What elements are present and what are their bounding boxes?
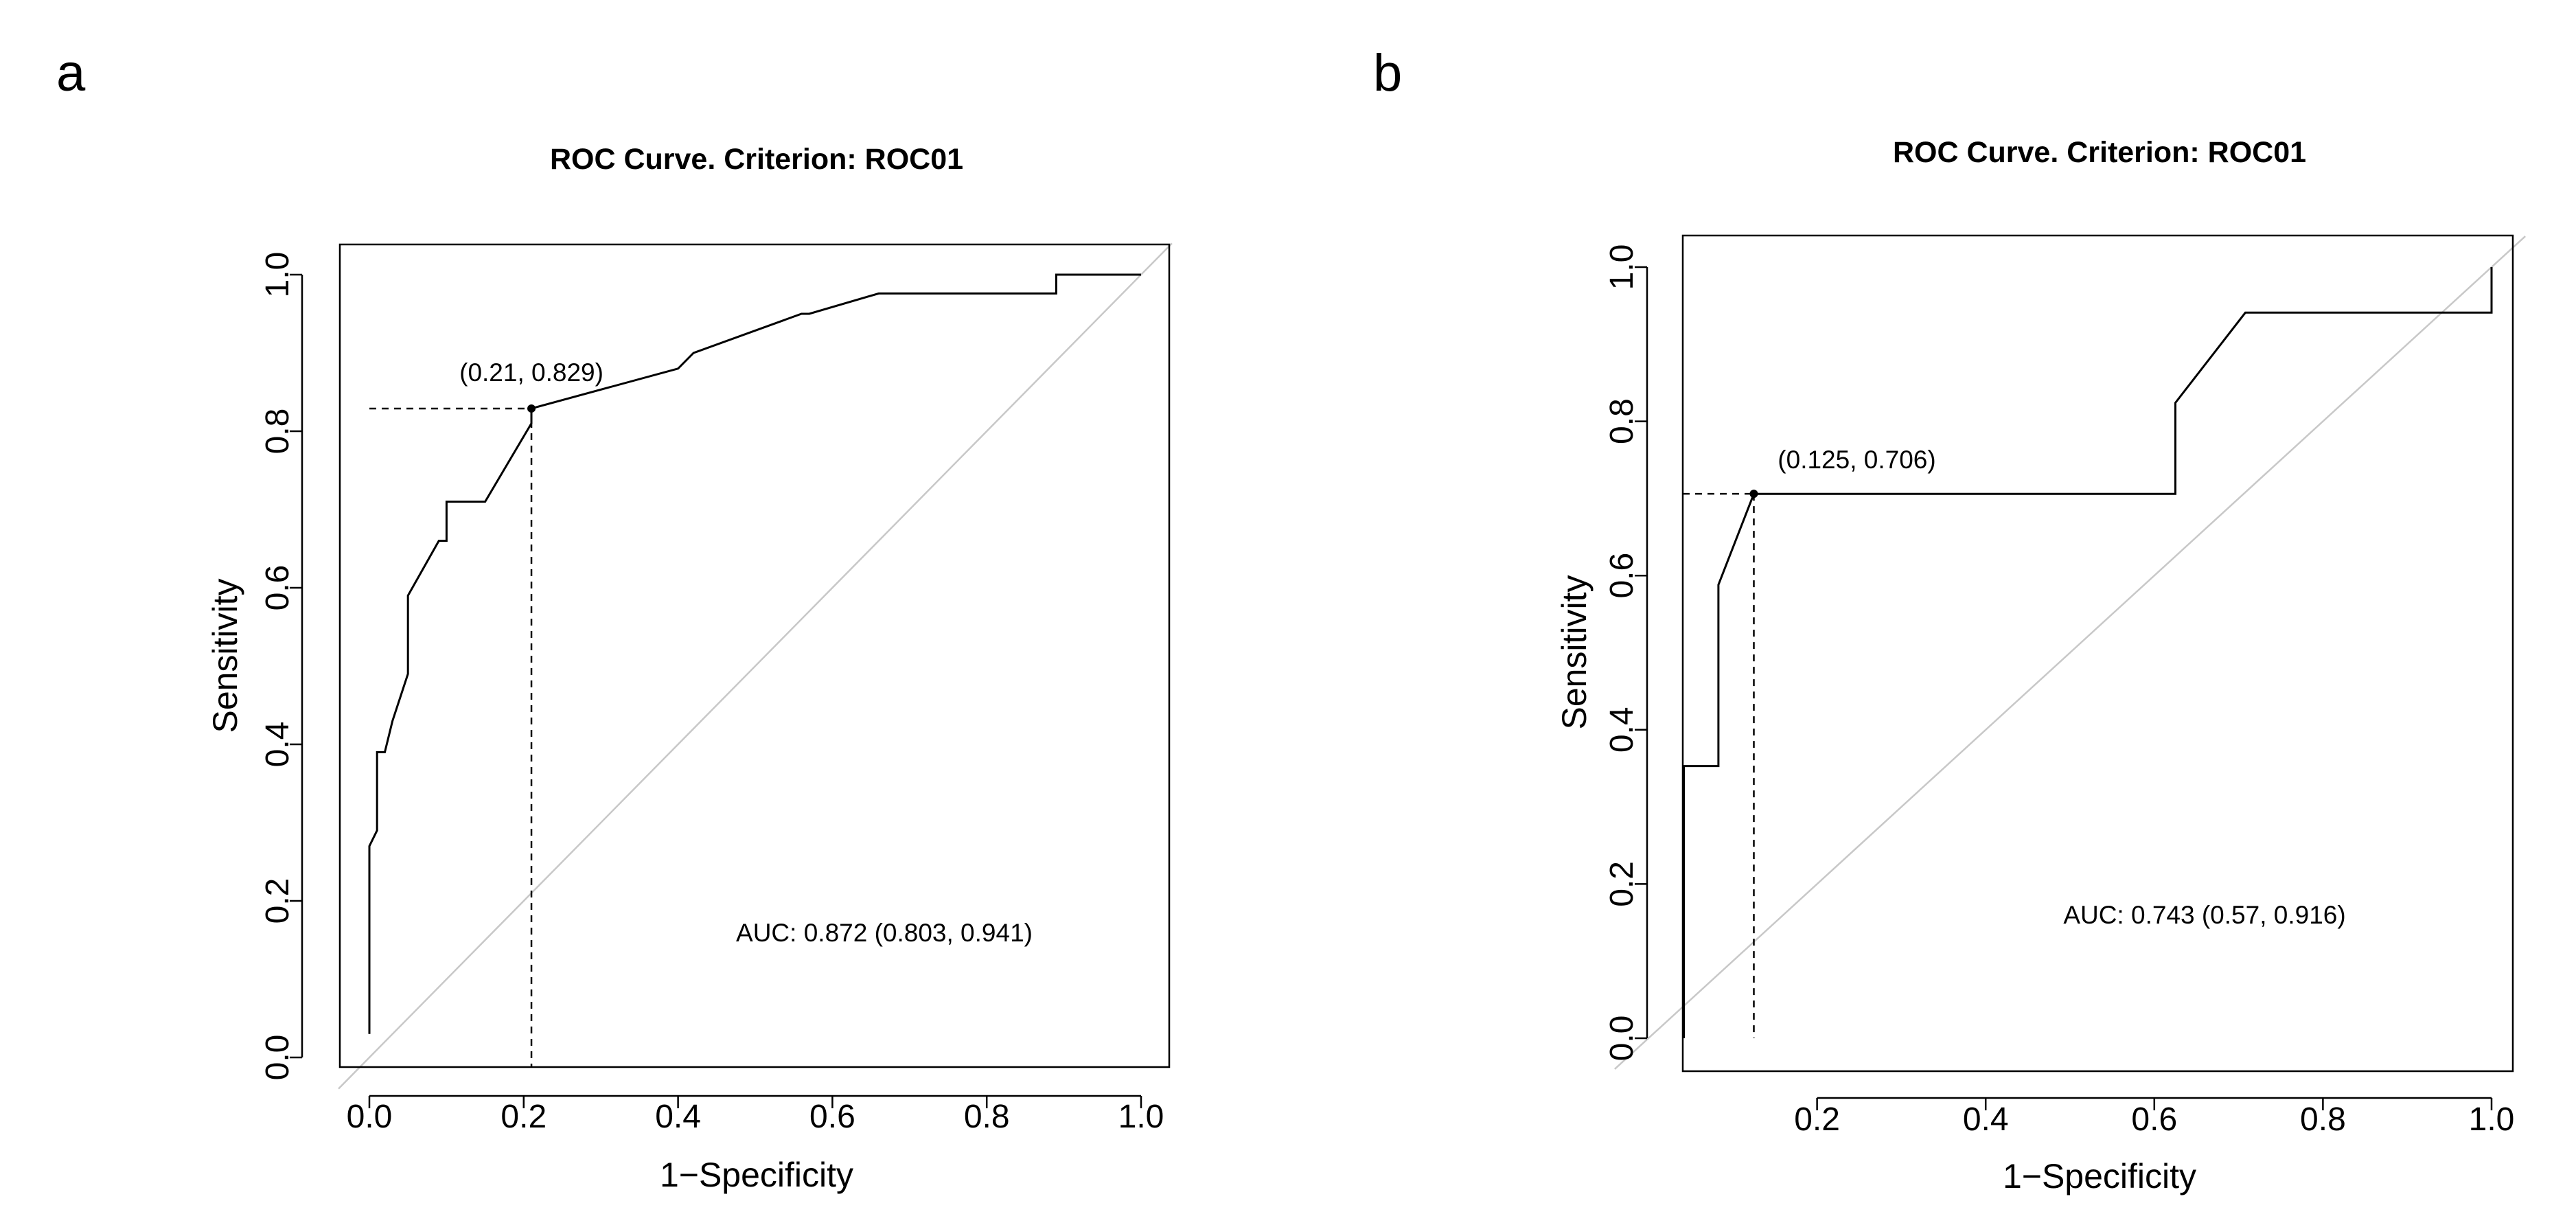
panel-a-x-tick-label: 0.2 [501, 1099, 547, 1135]
panel-b-title: ROC Curve. Criterion: ROC01 [1893, 136, 2306, 169]
panel-a-plot-frame [338, 243, 1171, 1068]
panel-a-y-tick-label: 0.2 [260, 878, 296, 924]
panel-a-x-tick-label: 0.4 [655, 1099, 701, 1135]
panel-a-auc-text: AUC: 0.872 (0.803, 0.941) [736, 919, 1033, 947]
panel-a-roc-curve [368, 273, 1141, 1034]
panel-b-y-tick-label: 0.8 [1604, 398, 1640, 444]
panel-b-y-tick-label: 0.6 [1604, 553, 1640, 599]
panel-b: b ROC Curve. Criterion: ROC01 (0.125, 0.… [1373, 44, 2526, 1195]
panel-a-y-axis: 0.0 0.2 0.4 0.6 0.8 1.0 [260, 252, 303, 1081]
panel-a-x-tick-label: 0.0 [347, 1099, 393, 1135]
panel-a-x-tick-label: 0.8 [964, 1099, 1010, 1135]
panel-a-diagonal [338, 242, 1173, 1090]
panel-a-cutoff-point [527, 404, 536, 413]
panel-a-x-axis-label: 1−Specificity [660, 1156, 853, 1194]
panel-b-roc-curve [1683, 267, 2493, 1038]
panel-b-y-tick-label: 0.0 [1604, 1016, 1640, 1062]
panel-a-title: ROC Curve. Criterion: ROC01 [550, 143, 963, 176]
panel-b-x-axis: 0.2 0.4 0.6 0.8 1.0 [1794, 1097, 2515, 1138]
panel-a-y-tick-label: 0.6 [260, 565, 296, 611]
panel-a-x-tick-label: 1.0 [1118, 1099, 1164, 1135]
panel-b-y-tick-label: 1.0 [1604, 244, 1640, 290]
panel-b-x-tick-label: 1.0 [2469, 1101, 2515, 1138]
panel-b-cutoff-label: (0.125, 0.706) [1778, 446, 1935, 474]
panel-b-y-axis: 0.0 0.2 0.4 0.6 0.8 1.0 [1604, 244, 1648, 1062]
panel-b-y-tick-label: 0.4 [1604, 707, 1640, 753]
panel-a-y-tick-label: 1.0 [260, 252, 296, 298]
panel-b-plot-frame [1681, 234, 2514, 1073]
panel-a-y-tick-label: 0.0 [260, 1035, 296, 1081]
panel-b-diagonal [1614, 236, 2526, 1070]
panel-b-label: b [1373, 44, 1402, 102]
panel-b-auc-text: AUC: 0.743 (0.57, 0.916) [2063, 901, 2345, 929]
panel-b-y-axis-label: Sensitivity [1555, 575, 1594, 729]
panel-a-y-tick-label: 0.4 [260, 722, 296, 768]
panel-b-x-tick-label: 0.6 [2131, 1101, 2177, 1138]
panel-b-x-tick-label: 0.8 [2300, 1101, 2346, 1138]
panel-a-y-axis-label: Sensitivity [206, 578, 244, 733]
panel-b-x-axis-label: 1−Specificity [2003, 1157, 2196, 1195]
panel-a-x-axis: 0.0 0.2 0.4 0.6 0.8 1.0 [347, 1095, 1164, 1135]
panel-b-cutoff-point [1749, 490, 1758, 499]
panel-a-y-tick-label: 0.8 [260, 409, 296, 455]
panel-b-y-tick-label: 0.2 [1604, 861, 1640, 907]
panel-a: a ROC Curve. Criterion: ROC01 (0.21, 0.8… [56, 44, 1173, 1194]
panel-a-label: a [56, 44, 86, 102]
panel-a-x-tick-label: 0.6 [809, 1099, 855, 1135]
panel-b-x-tick-label: 0.4 [1963, 1101, 2009, 1138]
panel-b-x-tick-label: 0.2 [1794, 1101, 1840, 1138]
panel-a-cutoff-label: (0.21, 0.829) [459, 358, 603, 387]
